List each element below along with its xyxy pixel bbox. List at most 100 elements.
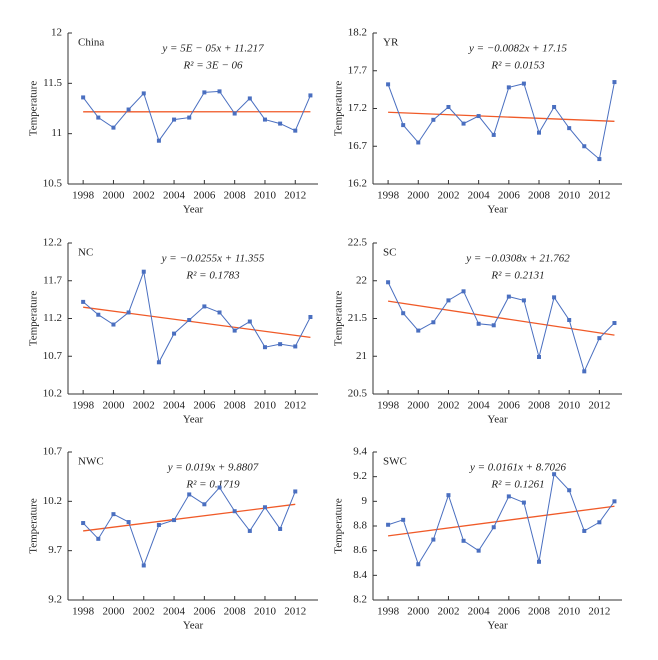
y-tick-label: 9.7 bbox=[48, 544, 62, 556]
data-point bbox=[81, 521, 86, 526]
x-tick-label: 2002 bbox=[437, 606, 459, 618]
data-point bbox=[232, 509, 237, 514]
x-tick-label: 1998 bbox=[72, 190, 95, 202]
equation: y = 0.0161x + 8.7026 bbox=[469, 462, 567, 474]
y-tick-label: 21.5 bbox=[348, 312, 368, 324]
x-tick-label: 2010 bbox=[254, 190, 277, 202]
y-tick-label: 22 bbox=[356, 274, 367, 286]
y-tick-label: 11.5 bbox=[43, 77, 62, 89]
y-tick-label: 12 bbox=[51, 27, 62, 39]
x-axis-label: Year bbox=[487, 414, 508, 426]
data-point bbox=[491, 132, 496, 137]
y-tick-label: 9.2 bbox=[353, 470, 367, 482]
data-point bbox=[293, 344, 298, 349]
data-point bbox=[416, 328, 421, 333]
panel-title: China bbox=[78, 37, 104, 49]
data-point bbox=[491, 323, 496, 328]
y-tick-label: 22.5 bbox=[348, 237, 368, 249]
x-tick-label: 2000 bbox=[102, 606, 125, 618]
data-point bbox=[506, 494, 511, 499]
data-point bbox=[416, 140, 421, 145]
x-tick-label: 2012 bbox=[284, 190, 306, 202]
data-point bbox=[401, 517, 406, 522]
x-tick-label: 2012 bbox=[284, 606, 306, 618]
data-point bbox=[96, 312, 101, 317]
data-point bbox=[597, 336, 602, 341]
data-point bbox=[491, 525, 496, 530]
x-tick-label: 2008 bbox=[224, 190, 247, 202]
x-tick-label: 2000 bbox=[407, 400, 430, 412]
x-tick-label: 2008 bbox=[528, 606, 551, 618]
equation: y = −0.0308x + 21.762 bbox=[465, 253, 570, 265]
data-point bbox=[582, 369, 587, 374]
data-point bbox=[217, 485, 222, 490]
data-line bbox=[387, 282, 615, 373]
data-point bbox=[172, 518, 177, 523]
data-point bbox=[567, 126, 572, 131]
data-point bbox=[521, 298, 526, 303]
data-line bbox=[387, 81, 615, 161]
r-squared: R² = 0.1783 bbox=[185, 270, 240, 282]
data-point bbox=[552, 472, 557, 477]
data-point bbox=[126, 520, 131, 525]
x-tick-label: 2004 bbox=[468, 606, 491, 618]
y-tick-label: 11.7 bbox=[43, 274, 62, 286]
x-tick-label: 1998 bbox=[72, 400, 95, 412]
x-axis-label: Year bbox=[183, 204, 204, 216]
data-point bbox=[386, 280, 391, 285]
x-tick-label: 2000 bbox=[407, 606, 430, 618]
data-point bbox=[597, 520, 602, 525]
data-point bbox=[537, 559, 541, 564]
x-tick-label: 2006 bbox=[193, 190, 216, 202]
y-tick-label: 11.2 bbox=[43, 312, 62, 324]
equation: y = −0.0255x + 11.355 bbox=[161, 253, 265, 265]
y-tick-label: 8.6 bbox=[353, 544, 367, 556]
trend-line bbox=[388, 111, 615, 122]
data-point bbox=[232, 328, 237, 333]
data-point bbox=[202, 502, 207, 507]
data-point bbox=[187, 492, 192, 497]
data-point bbox=[126, 310, 131, 315]
data-point bbox=[446, 493, 451, 498]
data-point bbox=[567, 318, 572, 323]
x-tick-label: 2004 bbox=[163, 606, 186, 618]
data-point bbox=[202, 304, 207, 309]
data-point bbox=[156, 360, 161, 365]
data-point bbox=[111, 512, 116, 517]
panel-title: YR bbox=[383, 37, 399, 49]
r-squared: R² = 0.1261 bbox=[490, 479, 544, 491]
data-point bbox=[262, 117, 267, 122]
data-point bbox=[446, 104, 451, 109]
data-point bbox=[156, 523, 161, 528]
y-tick-label: 16.2 bbox=[348, 178, 367, 190]
panel-title: SC bbox=[383, 247, 396, 259]
x-tick-label: 2000 bbox=[407, 190, 430, 202]
y-tick-label: 10.2 bbox=[43, 388, 62, 400]
x-tick-label: 2004 bbox=[163, 400, 186, 412]
y-tick-label: 18.2 bbox=[348, 27, 367, 39]
trend-line bbox=[387, 300, 615, 336]
x-tick-label: 2010 bbox=[558, 190, 581, 202]
y-tick-label: 10.2 bbox=[43, 495, 62, 507]
x-tick-label: 2008 bbox=[224, 400, 247, 412]
y-tick-label: 8.4 bbox=[353, 569, 367, 581]
data-point bbox=[521, 500, 526, 505]
x-tick-label: 2010 bbox=[558, 400, 581, 412]
x-tick-label: 2004 bbox=[468, 190, 491, 202]
x-axis-label: Year bbox=[183, 620, 204, 632]
data-point bbox=[96, 115, 101, 120]
data-point bbox=[537, 130, 541, 135]
y-tick-label: 12.2 bbox=[43, 237, 62, 249]
data-point bbox=[612, 80, 617, 85]
data-point bbox=[461, 538, 466, 543]
data-point bbox=[81, 95, 86, 100]
x-tick-label: 2012 bbox=[588, 606, 610, 618]
y-tick-label: 17.7 bbox=[348, 64, 368, 76]
x-tick-label: 1998 bbox=[72, 606, 95, 618]
r-squared: R² = 0.0153 bbox=[490, 60, 545, 72]
data-point bbox=[597, 157, 602, 162]
x-tick-label: 2008 bbox=[528, 190, 551, 202]
y-tick-label: 8.8 bbox=[353, 520, 367, 532]
y-tick-label: 9.2 bbox=[48, 594, 62, 606]
